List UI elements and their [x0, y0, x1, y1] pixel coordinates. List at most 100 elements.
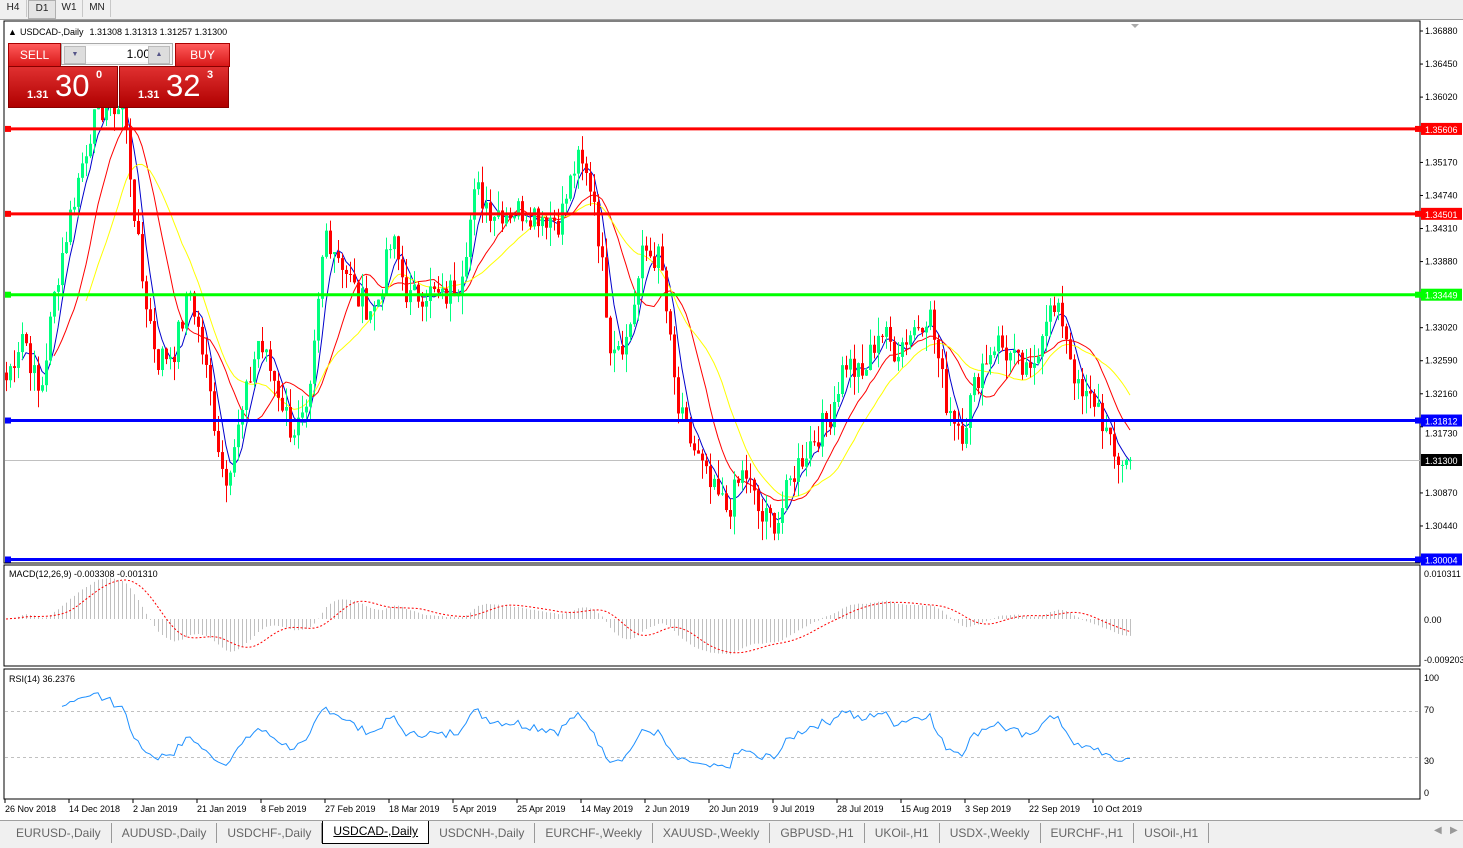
- sell-price-prefix: 1.31: [27, 89, 49, 101]
- lot-size-input[interactable]: [86, 46, 152, 62]
- sell-price-box[interactable]: 1.31 30 0: [8, 66, 118, 108]
- candle-body: [1113, 434, 1116, 457]
- tabs-scroll-left-icon[interactable]: ◀: [1434, 825, 1442, 836]
- date-tick-label: 22 Sep 2019: [1029, 804, 1080, 814]
- candle-body: [937, 339, 940, 359]
- candle-body: [257, 340, 260, 360]
- chart-tab[interactable]: USDCNH-,Daily: [429, 823, 536, 843]
- candle-body: [813, 441, 816, 443]
- candle-body: [841, 365, 844, 395]
- chart-collapse-icon[interactable]: ▲: [8, 27, 17, 37]
- moving-average-line: [53, 124, 1131, 502]
- candle-body: [285, 406, 288, 411]
- buy-button[interactable]: BUY: [175, 43, 230, 67]
- chart-tab[interactable]: USDX-,Weekly: [940, 823, 1041, 843]
- chart-tab-list: EURUSD-,Daily AUDUSD-,Daily USDCHF-,Daily U…: [6, 821, 1210, 844]
- chart-tab[interactable]: EURCHF-,H1: [1041, 823, 1135, 843]
- candle-body: [637, 278, 640, 305]
- candle-body: [613, 349, 616, 354]
- tabs-scroll-right-icon[interactable]: ▶: [1450, 825, 1458, 836]
- chart-tab[interactable]: USDCHF-,Daily: [217, 823, 323, 843]
- candle-body: [465, 256, 468, 277]
- candle-body: [689, 419, 692, 444]
- chart-tab[interactable]: USOil-,H1: [1134, 823, 1210, 843]
- candle-body: [797, 458, 800, 482]
- candle-body: [737, 479, 740, 483]
- timeframe-mn[interactable]: MN: [84, 0, 111, 17]
- candle-body: [809, 441, 812, 459]
- price-tick-label: 1.34740: [1425, 190, 1458, 200]
- candle-body: [421, 301, 424, 307]
- chart-tab[interactable]: AUDUSD-,Daily: [112, 823, 218, 843]
- candle-body: [581, 149, 584, 164]
- macd-plot: [5, 577, 1131, 655]
- candle-body: [477, 182, 480, 190]
- level-price-tag: [1421, 207, 1462, 220]
- candle-body: [313, 340, 316, 384]
- candle-body: [361, 288, 364, 307]
- candle-body: [133, 179, 136, 221]
- chart-tab[interactable]: XAUUSD-,Weekly: [653, 823, 771, 843]
- candle-body: [541, 217, 544, 227]
- candle-body: [677, 377, 680, 414]
- candle-body: [117, 109, 120, 115]
- candle-body: [801, 458, 804, 467]
- chart-tab[interactable]: GBPUSD-,H1: [770, 823, 865, 843]
- candle-body: [741, 470, 744, 483]
- candle-body: [785, 480, 788, 509]
- candle-body: [685, 407, 688, 420]
- rsi-pane[interactable]: [3, 668, 1421, 800]
- timeframe-d1[interactable]: D1: [28, 0, 56, 19]
- date-tick-label: 2 Jan 2019: [133, 804, 178, 814]
- chart-shift-marker[interactable]: [1131, 24, 1139, 28]
- timeframe-h4[interactable]: H4: [0, 0, 27, 17]
- candle-body: [897, 356, 900, 362]
- candle-body: [913, 327, 916, 336]
- chart-window[interactable]: 1.36880 1.36450 1.36020 1.35170 1.34740 1.343…: [0, 0, 1463, 820]
- candle-body: [1041, 336, 1044, 357]
- candle-body: [301, 412, 304, 418]
- level-price-label: 1.35606: [1425, 125, 1458, 135]
- candle-body: [101, 101, 104, 121]
- candle-body: [521, 201, 524, 222]
- candle-body: [589, 173, 592, 192]
- timeframe-w1[interactable]: W1: [56, 0, 83, 17]
- candle-body: [917, 327, 920, 329]
- candle-body: [449, 280, 452, 304]
- date-tick-label: 18 Mar 2019: [389, 804, 440, 814]
- candle-body: [453, 280, 456, 297]
- level-handle: [1415, 556, 1421, 563]
- chart-tab[interactable]: EURUSD-,Daily: [6, 823, 112, 843]
- candle-body: [209, 364, 212, 392]
- candle-body: [245, 381, 248, 410]
- horizontal-levels[interactable]: 1.35606 1.34501 1.33449 1.31812 1.30004: [5, 122, 1462, 566]
- candle-body: [329, 230, 332, 255]
- rsi-axis-30: 30: [1424, 756, 1434, 766]
- candle-body: [1013, 349, 1016, 353]
- candle-body: [569, 175, 572, 199]
- price-tick-label: 1.34310: [1425, 224, 1458, 234]
- level-handle: [1415, 417, 1421, 424]
- chart-tab[interactable]: USDCAD-,Daily: [322, 821, 430, 844]
- buy-price-box[interactable]: 1.31 32 3: [119, 66, 229, 108]
- candle-body: [725, 493, 728, 511]
- candle-body: [921, 327, 924, 333]
- macd-pane[interactable]: [3, 564, 1421, 667]
- candle-body: [781, 508, 784, 523]
- candle-body: [37, 365, 40, 391]
- candle-body: [93, 109, 96, 144]
- candle-body: [381, 293, 384, 300]
- sell-price-pips: 30: [55, 68, 90, 103]
- candle-body: [253, 359, 256, 382]
- chart-tab[interactable]: EURCHF-,Weekly: [535, 823, 653, 843]
- candle-body: [925, 326, 928, 333]
- candle-body: [997, 335, 1000, 352]
- lot-decrease-icon[interactable]: ▼: [64, 46, 86, 64]
- candle-body: [1057, 302, 1060, 312]
- sell-button[interactable]: SELL: [8, 43, 61, 67]
- candle-body: [625, 336, 628, 355]
- lot-increase-icon[interactable]: ▲: [148, 46, 170, 64]
- chart-tab[interactable]: UKOil-,H1: [865, 823, 940, 843]
- candle-body: [1033, 363, 1036, 368]
- candle-body: [961, 425, 964, 444]
